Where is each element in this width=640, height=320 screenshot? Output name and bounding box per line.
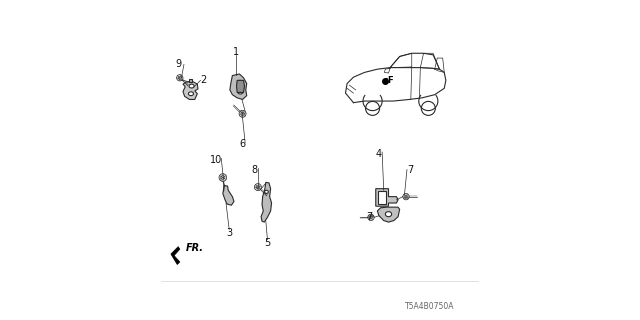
Text: 4: 4 (376, 148, 382, 159)
Text: T5A4B0750A: T5A4B0750A (405, 302, 454, 311)
Polygon shape (189, 84, 194, 88)
Polygon shape (223, 186, 234, 205)
Polygon shape (378, 207, 399, 222)
Circle shape (177, 75, 183, 81)
Polygon shape (189, 79, 191, 82)
Circle shape (219, 174, 227, 181)
Text: 10: 10 (211, 155, 223, 165)
Text: 7: 7 (366, 212, 372, 222)
Polygon shape (183, 82, 198, 100)
Polygon shape (188, 92, 193, 96)
Text: 6: 6 (239, 139, 245, 149)
Text: 1: 1 (232, 47, 239, 57)
Text: 3: 3 (226, 228, 232, 238)
Circle shape (254, 184, 261, 191)
Polygon shape (376, 189, 398, 206)
Circle shape (368, 214, 374, 220)
Polygon shape (385, 212, 392, 217)
Polygon shape (237, 89, 243, 94)
Polygon shape (261, 182, 271, 222)
Circle shape (403, 194, 409, 200)
Text: 9: 9 (175, 60, 181, 69)
Text: 8: 8 (252, 164, 258, 174)
Polygon shape (237, 80, 244, 92)
Text: F: F (387, 76, 393, 85)
Polygon shape (237, 80, 243, 85)
Polygon shape (230, 74, 246, 100)
Text: FR.: FR. (186, 243, 204, 253)
Polygon shape (378, 191, 387, 204)
Circle shape (239, 110, 246, 117)
Polygon shape (264, 190, 268, 194)
Text: 2: 2 (200, 75, 207, 85)
Polygon shape (171, 247, 180, 265)
Text: 7: 7 (408, 164, 414, 174)
Text: 5: 5 (264, 238, 271, 248)
